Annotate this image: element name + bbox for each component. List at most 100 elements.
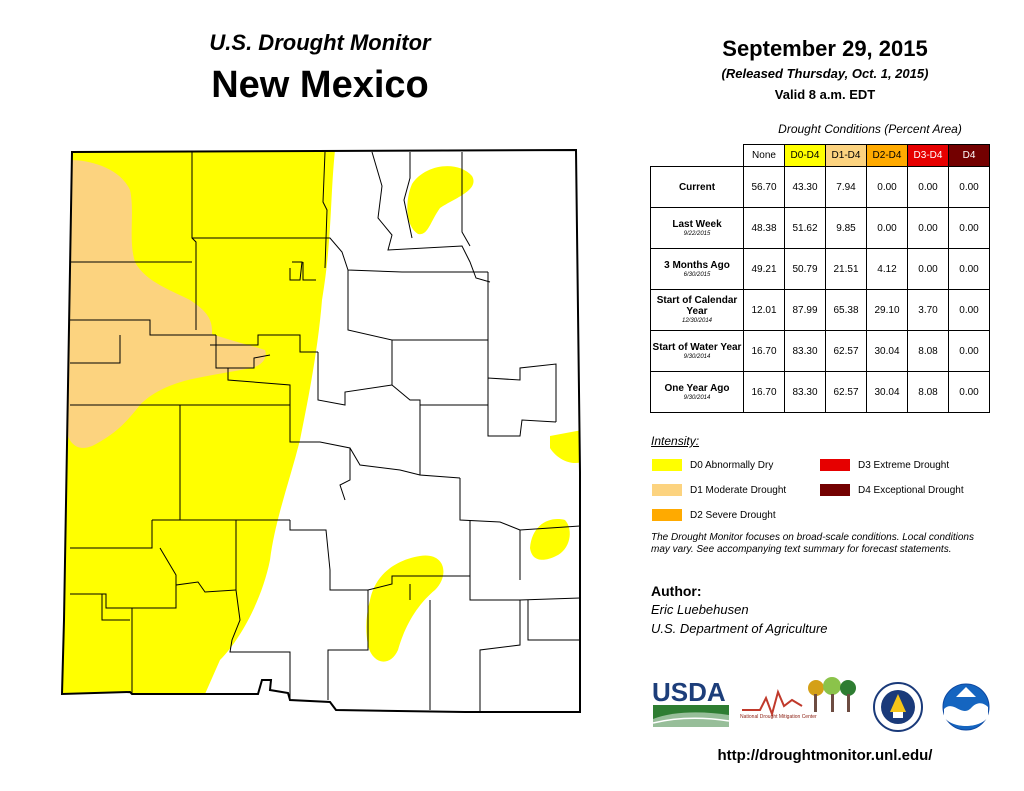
legend-swatch: [652, 509, 682, 521]
table-row: Start of Water Year 9/30/2014 16.70 83.30 62…: [650, 330, 990, 372]
column-header-d2-d4: D2-D4: [866, 144, 908, 167]
row-label: Start of Calendar Year 12/30/2014: [650, 289, 744, 331]
row-date: 9/22/2015: [683, 230, 711, 237]
table-cell: 0.00: [948, 330, 990, 372]
legend-title: Intensity:: [651, 434, 700, 448]
table-cell: 8.08: [907, 371, 949, 413]
row-label-text: 3 Months Ago: [664, 259, 730, 271]
table-cell: 16.70: [743, 371, 785, 413]
d0-region-east-edge: [550, 430, 580, 463]
ndmc-logo: National Drought Mitigation Center: [740, 714, 817, 720]
table-cell: 83.30: [784, 371, 826, 413]
row-label: Last Week 9/22/2015: [650, 207, 744, 249]
table-cell: 30.04: [866, 371, 908, 413]
author-organization: U.S. Department of Agriculture: [651, 621, 828, 636]
table-cell: 0.00: [948, 166, 990, 208]
table-cell: 62.57: [825, 330, 867, 372]
row-label: Start of Water Year 9/30/2014: [650, 330, 744, 372]
table-cell: 7.94: [825, 166, 867, 208]
table-cell: 56.70: [743, 166, 785, 208]
release-date: (Released Thursday, Oct. 1, 2015): [721, 66, 929, 81]
row-label-text: Start of Calendar Year: [656, 295, 738, 317]
table-cell: 3.70: [907, 289, 949, 331]
ndmc-logo-graphic: [742, 677, 856, 718]
table-cell: 43.30: [784, 166, 826, 208]
table-cell: 0.00: [866, 166, 908, 208]
table-cell: 49.21: [743, 248, 785, 290]
valid-time: Valid 8 a.m. EDT: [774, 87, 876, 102]
table-caption: Drought Conditions (Percent Area): [778, 122, 962, 136]
row-date: 6/30/2015: [683, 271, 711, 278]
table-cell: 65.38: [825, 289, 867, 331]
row-label: Current: [650, 166, 744, 208]
author-label: Author:: [651, 583, 702, 599]
table-row: Last Week 9/22/2015 48.38 51.62 9.85 0.00 0.00…: [650, 207, 990, 249]
table-corner: [651, 145, 744, 167]
column-header-d1-d4: D1-D4: [825, 144, 867, 167]
table-cell: 0.00: [907, 166, 949, 208]
table-cell: 9.85: [825, 207, 867, 249]
table-cell: 29.10: [866, 289, 908, 331]
table-body: Current 56.70 43.30 7.94 0.00 0.00 0.00 Last We…: [650, 166, 990, 413]
table-header-row: None D0-D4 D1-D4 D2-D4 D3-D4 D4: [651, 144, 990, 167]
website-url[interactable]: http://droughtmonitor.unl.edu/: [717, 747, 933, 764]
table-cell: 8.08: [907, 330, 949, 372]
doc-seal-logo: [873, 682, 923, 732]
legend-label: D0 Abnormally Dry: [690, 460, 774, 471]
table-cell: 0.00: [948, 289, 990, 331]
column-header-none: None: [743, 144, 785, 167]
legend-swatch: [652, 484, 682, 496]
table-cell: 0.00: [907, 207, 949, 249]
table-cell: 83.30: [784, 330, 826, 372]
legend-label: D3 Extreme Drought: [858, 460, 950, 471]
map-title: New Mexico: [211, 64, 429, 106]
row-label-text: One Year Ago: [664, 382, 730, 394]
table-cell: 50.79: [784, 248, 826, 290]
row-label-text: Last Week: [672, 218, 722, 230]
table-cell: 0.00: [948, 371, 990, 413]
usda-logo: USDA: [652, 677, 726, 707]
author-name: Eric Luebehusen: [651, 602, 749, 617]
row-date: 9/30/2014: [683, 394, 711, 401]
legend-swatch: [820, 484, 850, 496]
disclaimer-note: The Drought Monitor focuses on broad-sca…: [651, 532, 974, 555]
row-label-text: Current: [678, 181, 716, 193]
county-boundaries: [70, 151, 581, 712]
table-cell: 87.99: [784, 289, 826, 331]
table-cell: 51.62: [784, 207, 826, 249]
table-cell: 0.00: [948, 207, 990, 249]
legend-label: D4 Exceptional Drought: [858, 485, 964, 496]
table-cell: 0.00: [948, 248, 990, 290]
row-label: 3 Months Ago 6/30/2015: [650, 248, 744, 290]
table-row: One Year Ago 9/30/2014 16.70 83.30 62.57 30.0…: [650, 371, 990, 413]
map-subtitle: U.S. Drought Monitor: [209, 30, 431, 55]
map-date: September 29, 2015: [722, 36, 928, 61]
column-header-d0-d4: D0-D4: [784, 144, 826, 167]
noaa-logo: [942, 683, 990, 731]
row-date: 12/30/2014: [681, 318, 713, 324]
table-cell: 21.51: [825, 248, 867, 290]
table-cell: 4.12: [866, 248, 908, 290]
legend-label: D2 Severe Drought: [690, 510, 776, 521]
state-outline: [60, 148, 581, 713]
table-cell: 16.70: [743, 330, 785, 372]
table-cell: 0.00: [866, 207, 908, 249]
column-header-d4: D4: [948, 144, 990, 167]
row-label: One Year Ago 9/30/2014: [650, 371, 744, 413]
table-cell: 62.57: [825, 371, 867, 413]
row-label-text: Start of Water Year: [652, 341, 742, 353]
d1-region-northwest: [62, 160, 266, 448]
row-date: 9/30/2014: [683, 353, 711, 360]
table-row: Start of Calendar Year 12/30/2014 12.01 87.…: [650, 289, 990, 331]
drought-conditions-table: None D0-D4 D1-D4 D2-D4 D3-D4 D4 Current 56.70 4…: [650, 144, 990, 413]
table-cell: 0.00: [907, 248, 949, 290]
d0-region-southeast: [530, 519, 570, 560]
new-mexico-map: [60, 148, 581, 713]
d0-region-south-central: [366, 555, 444, 662]
d0-region-northeast: [407, 166, 474, 235]
usda-logo-graphic: [653, 705, 729, 727]
table-cell: 30.04: [866, 330, 908, 372]
table-cell: 48.38: [743, 207, 785, 249]
column-header-d3-d4: D3-D4: [907, 144, 949, 167]
legend-label: D1 Moderate Drought: [690, 485, 787, 496]
